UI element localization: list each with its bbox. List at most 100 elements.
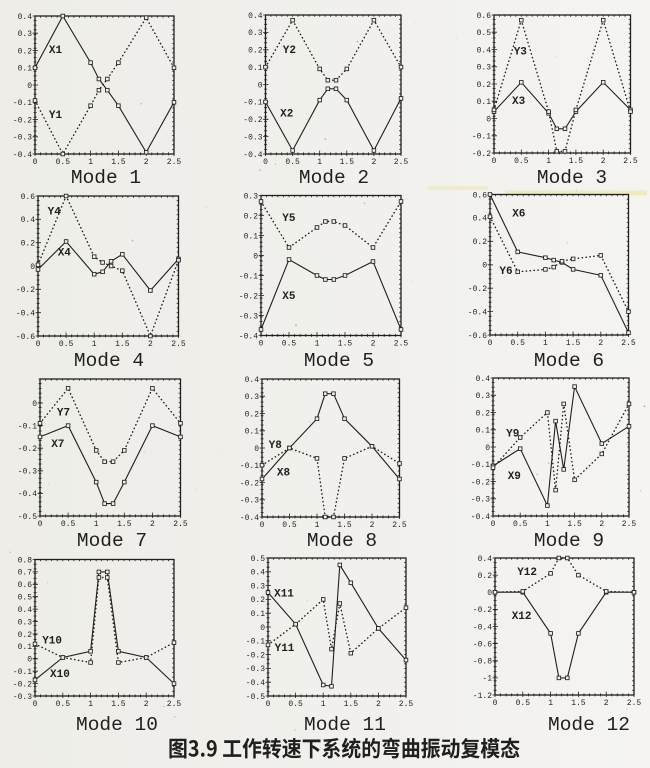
svg-text:X12: X12 — [512, 611, 532, 623]
svg-text:0.4: 0.4 — [21, 216, 36, 225]
svg-text:0: 0 — [27, 82, 32, 91]
svg-text:0.3: 0.3 — [244, 192, 259, 201]
svg-text:0.2: 0.2 — [245, 410, 260, 419]
svg-text:0.4: 0.4 — [245, 376, 260, 385]
svg-text:2.5: 2.5 — [394, 158, 409, 167]
svg-text:0.1: 0.1 — [244, 232, 259, 241]
svg-text:0.1: 0.1 — [476, 427, 491, 436]
svg-text:-0.2: -0.2 — [471, 478, 490, 487]
svg-text:2.5: 2.5 — [392, 521, 407, 530]
svg-text:-0.2: -0.2 — [473, 606, 492, 615]
svg-text:0.5: 0.5 — [513, 520, 528, 529]
svg-text:X4: X4 — [58, 248, 72, 260]
svg-text:Mode 7: Mode 7 — [77, 530, 147, 552]
svg-text:2: 2 — [371, 158, 376, 167]
svg-text:0.5: 0.5 — [282, 340, 297, 349]
svg-text:-0.1: -0.1 — [18, 422, 37, 431]
svg-text:1.5: 1.5 — [340, 158, 355, 167]
svg-text:2.5: 2.5 — [399, 700, 414, 709]
svg-text:-0.2: -0.2 — [13, 116, 32, 125]
svg-text:Mode 8: Mode 8 — [307, 530, 377, 552]
svg-text:0: 0 — [482, 262, 487, 271]
svg-text:-0.4: -0.4 — [13, 151, 32, 160]
svg-text:-0.2: -0.2 — [468, 285, 487, 294]
svg-text:0: 0 — [260, 624, 265, 633]
svg-text:-0.1: -0.1 — [471, 461, 490, 470]
svg-text:-0.1: -0.1 — [472, 133, 491, 142]
svg-text:-0.4: -0.4 — [473, 623, 492, 632]
svg-text:Mode 6: Mode 6 — [534, 350, 604, 372]
svg-text:0.2: 0.2 — [251, 596, 266, 605]
svg-text:0.5: 0.5 — [56, 158, 71, 167]
svg-text:0.5: 0.5 — [477, 29, 492, 38]
svg-text:0.5: 0.5 — [251, 555, 266, 564]
svg-text:-0.6: -0.6 — [473, 640, 492, 649]
svg-text:1.5: 1.5 — [571, 699, 586, 708]
svg-text:2: 2 — [598, 339, 603, 348]
svg-text:X6: X6 — [512, 209, 525, 221]
svg-text:0: 0 — [33, 158, 38, 167]
svg-text:-0.4: -0.4 — [243, 151, 262, 160]
svg-text:0.4: 0.4 — [248, 12, 263, 21]
svg-text:2: 2 — [370, 521, 375, 530]
svg-text:-0.2: -0.2 — [243, 116, 262, 125]
svg-text:Y7: Y7 — [57, 408, 70, 420]
svg-text:-1: -1 — [482, 675, 492, 684]
svg-text:2: 2 — [150, 520, 155, 529]
svg-text:1: 1 — [94, 520, 99, 529]
svg-text:0: 0 — [27, 656, 32, 665]
svg-text:Mode 4: Mode 4 — [74, 350, 144, 372]
svg-text:-0.3: -0.3 — [243, 133, 262, 142]
svg-text:Mode 5: Mode 5 — [304, 350, 374, 372]
svg-text:1.5: 1.5 — [338, 340, 353, 349]
svg-text:0: 0 — [493, 699, 498, 708]
svg-text:1.5: 1.5 — [567, 520, 582, 529]
svg-text:0.5: 0.5 — [61, 520, 76, 529]
svg-text:0.6: 0.6 — [18, 581, 33, 590]
svg-text:1: 1 — [321, 700, 326, 709]
svg-text:Y8: Y8 — [269, 440, 283, 452]
svg-text:0.4: 0.4 — [251, 569, 266, 578]
svg-text:0: 0 — [30, 263, 35, 272]
svg-text:0.2: 0.2 — [18, 631, 33, 640]
svg-text:0.2: 0.2 — [18, 47, 33, 56]
svg-text:0.3: 0.3 — [245, 393, 260, 402]
svg-text:Y12: Y12 — [517, 567, 537, 579]
svg-text:1.5: 1.5 — [569, 157, 584, 166]
svg-text:1: 1 — [546, 157, 551, 166]
svg-text:-0.3: -0.3 — [471, 496, 490, 505]
svg-text:0.2: 0.2 — [248, 47, 263, 56]
svg-text:0.2: 0.2 — [478, 572, 493, 581]
svg-text:2.5: 2.5 — [394, 340, 409, 349]
svg-text:-0.5: -0.5 — [18, 513, 37, 522]
svg-text:0.8: 0.8 — [18, 556, 33, 565]
svg-text:-0.1: -0.1 — [243, 99, 262, 108]
svg-text:0.4: 0.4 — [18, 606, 33, 615]
svg-text:0.3: 0.3 — [248, 29, 263, 38]
svg-text:0: 0 — [263, 158, 268, 167]
svg-text:X10: X10 — [50, 669, 70, 681]
svg-text:1.5: 1.5 — [337, 521, 352, 530]
svg-text:0.3: 0.3 — [251, 582, 266, 591]
svg-text:Y9: Y9 — [506, 429, 519, 441]
svg-text:-0.4: -0.4 — [471, 513, 490, 522]
svg-text:-0.1: -0.1 — [13, 99, 32, 108]
svg-text:0.1: 0.1 — [477, 98, 492, 107]
svg-text:1.5: 1.5 — [344, 700, 359, 709]
svg-text:1: 1 — [88, 700, 93, 709]
svg-text:Y2: Y2 — [283, 45, 296, 57]
svg-text:0: 0 — [488, 339, 493, 348]
svg-text:0: 0 — [260, 521, 265, 530]
svg-text:2.5: 2.5 — [627, 699, 642, 708]
svg-text:Y11: Y11 — [275, 643, 295, 655]
svg-text:0.5: 0.5 — [56, 700, 71, 709]
svg-text:0.3: 0.3 — [18, 618, 33, 627]
svg-text:Y10: Y10 — [42, 636, 62, 648]
svg-text:1.5: 1.5 — [111, 700, 126, 709]
svg-text:0.6: 0.6 — [21, 193, 36, 202]
svg-text:0.7: 0.7 — [18, 569, 33, 578]
svg-text:0: 0 — [33, 700, 38, 709]
svg-text:-0.4: -0.4 — [468, 308, 487, 317]
svg-text:2.5: 2.5 — [167, 700, 182, 709]
svg-text:-0.2: -0.2 — [240, 479, 259, 488]
